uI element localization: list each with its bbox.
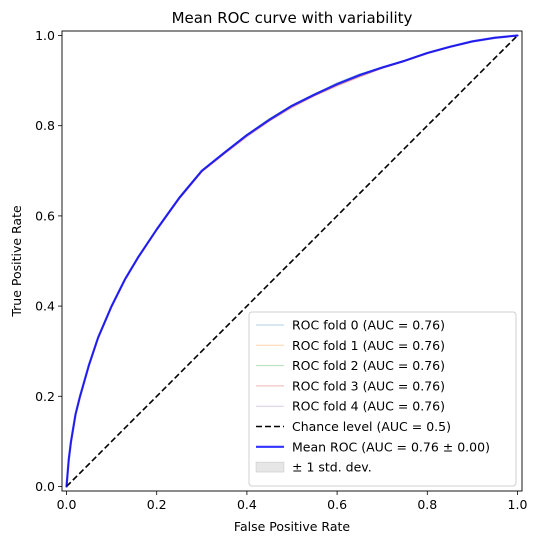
y-tick-label: 0.8 [35,118,55,133]
legend-label: Chance level (AUC = 0.5) [292,419,451,434]
y-tick-label: 1.0 [35,28,55,43]
legend-label: ± 1 std. dev. [292,460,372,475]
legend-label: ROC fold 1 (AUC = 0.76) [292,338,445,353]
y-axis-label: True Positive Rate [9,205,24,318]
legend-label: ROC fold 3 (AUC = 0.76) [292,378,445,393]
legend-label: Mean ROC (AUC = 0.76 ± 0.00) [292,439,490,454]
y-axis: 0.0 0.2 0.4 0.6 0.8 1.0 [35,28,62,494]
legend-swatch-band [256,462,284,472]
x-tick-label: 1.0 [508,497,528,512]
x-tick-label: 0.2 [147,497,167,512]
legend: ROC fold 0 (AUC = 0.76) ROC fold 1 (AUC =… [249,312,516,486]
x-tick-label: 0.4 [237,497,257,512]
chart-title: Mean ROC curve with variability [172,9,413,27]
x-axis-label: False Positive Rate [234,519,350,534]
x-tick-label: 0.6 [327,497,347,512]
x-tick-label: 0.0 [57,497,77,512]
legend-label: ROC fold 0 (AUC = 0.76) [292,318,445,333]
y-tick-label: 0.2 [35,389,55,404]
x-tick-label: 0.8 [417,497,437,512]
y-tick-label: 0.4 [35,299,55,314]
legend-label: ROC fold 2 (AUC = 0.76) [292,358,445,373]
y-tick-label: 0.6 [35,208,55,223]
legend-label: ROC fold 4 (AUC = 0.76) [292,399,445,414]
y-tick-label: 0.0 [35,479,55,494]
x-axis: 0.0 0.2 0.4 0.6 0.8 1.0 [57,491,528,512]
